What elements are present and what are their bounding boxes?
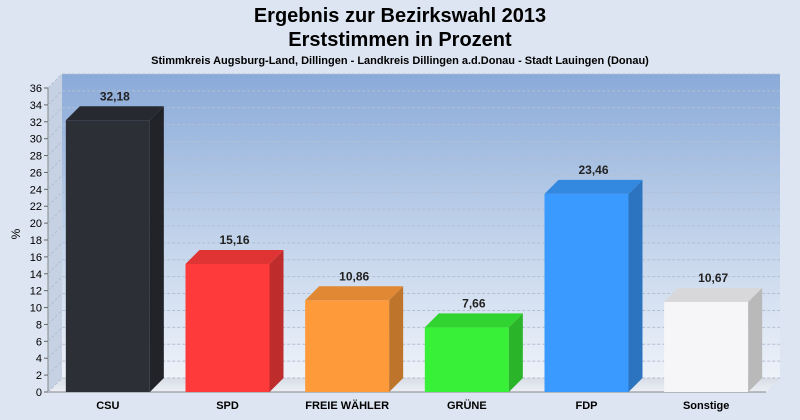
grid-line [47, 124, 780, 140]
x-tick-label: FDP [576, 400, 598, 412]
y-tick-label: 28 [30, 151, 42, 163]
grid-line [47, 377, 780, 393]
grid-line [47, 141, 780, 156]
grid-line [47, 225, 780, 241]
bar-freie-wähler: 10,86 [305, 269, 404, 392]
x-tick-label: Sonstige [683, 400, 729, 412]
bar-front [65, 120, 150, 392]
y-tick-label: 6 [36, 336, 42, 348]
y-tick-label: 36 [30, 83, 42, 95]
bar-fdp: 23,46 [544, 163, 643, 392]
grid-line [47, 157, 780, 173]
x-tick-label: FREIE WÄHLER [305, 399, 389, 412]
bar-csu: 32,18 [65, 89, 164, 392]
bar-value-label: 32,18 [100, 89, 130, 103]
y-axis-label: % [9, 228, 23, 239]
bar-top [424, 313, 523, 328]
bar-side [269, 249, 284, 392]
bar-front [664, 301, 749, 392]
bar-value-label: 23,46 [578, 163, 608, 177]
y-tick-label: 22 [30, 201, 42, 213]
grid-line [47, 293, 780, 308]
x-axis-labels: CSU SPD FREIE WÄHLER GRÜNE FDP Sonstige [96, 399, 729, 412]
y-tick-label: 16 [30, 252, 42, 264]
chart-subtitle: Stimmkreis Augsburg-Land, Dillingen - La… [151, 55, 649, 67]
x-tick-label: SPD [216, 400, 239, 412]
grid-line [47, 90, 780, 106]
y-tick-label: 8 [36, 319, 42, 331]
bar-top [65, 106, 164, 121]
bar-top [664, 287, 763, 302]
grid-lines [47, 73, 780, 393]
y-tick-label: 30 [30, 134, 42, 146]
y-tick-label: 20 [30, 218, 42, 230]
y-tick-label: 2 [36, 370, 42, 382]
grid-line [47, 326, 780, 342]
y-tick-label: 14 [30, 269, 42, 281]
grid-line [47, 73, 780, 89]
bar-value-label: 15,16 [219, 233, 249, 247]
y-tick-label: 34 [30, 100, 42, 112]
grid-line [47, 107, 780, 123]
bar-value-label: 10,67 [698, 271, 728, 285]
plot-side-wall [48, 74, 62, 392]
x-tick-label: GRÜNE [447, 399, 487, 412]
y-tick-label: 32 [30, 117, 42, 129]
bar-value-label: 10,86 [339, 269, 369, 283]
bar-side [748, 287, 763, 392]
plot-back-wall [62, 74, 780, 378]
bar-sonstige: 10,67 [664, 271, 763, 392]
y-tick-label: 10 [30, 303, 42, 315]
grid-line [47, 343, 780, 359]
bar-value-label: 7,66 [462, 296, 486, 310]
grid-line [47, 208, 780, 224]
bar-top [544, 179, 643, 194]
y-tick-label: 18 [30, 235, 42, 247]
bar-side [389, 286, 404, 392]
chart-title-line-2: Erststimmen in Prozent [288, 29, 512, 51]
y-tick-label: 4 [36, 353, 42, 365]
bar-front [424, 327, 509, 392]
grid-line [47, 242, 780, 258]
chart-title: Ergebnis zur Bezirkswahl 2013 [254, 5, 546, 27]
x-tick-label: CSU [96, 400, 119, 412]
grid-line [47, 191, 780, 207]
grid-line [47, 276, 780, 292]
grid-line [47, 360, 780, 376]
bar-front [544, 193, 629, 392]
bar-top [185, 249, 284, 264]
y-tick-label: 26 [30, 167, 42, 179]
grid-line [47, 309, 780, 325]
bar-side [628, 179, 643, 392]
bar-side [508, 313, 523, 392]
bar-top [305, 286, 404, 301]
bar-front [305, 300, 390, 392]
bar-spd: 15,16 [185, 233, 284, 392]
bar-grüne: 7,66 [424, 296, 523, 392]
bar-front [185, 263, 270, 392]
bars: 32,18 15,16 10,86 7,66 23,46 10,67 [65, 89, 763, 392]
grid-line [47, 174, 780, 190]
grid-line [47, 259, 780, 275]
y-tick-label: 0 [36, 387, 42, 399]
y-tick-label: 24 [30, 184, 42, 196]
y-tick-label: 12 [30, 286, 42, 298]
bar-side [149, 106, 164, 392]
